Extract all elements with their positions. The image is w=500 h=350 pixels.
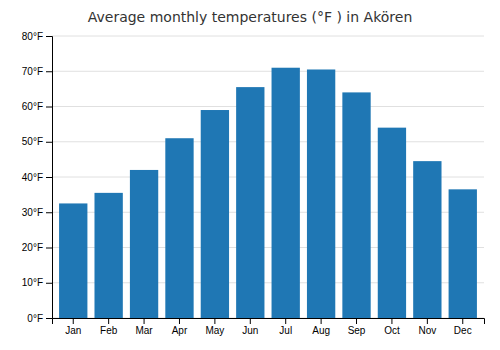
tick-label: 40°F <box>22 172 43 183</box>
grid-line <box>52 141 484 142</box>
tick: 50°F <box>22 136 52 147</box>
tick: Oct <box>384 318 400 336</box>
tick-label: Apr <box>172 325 188 336</box>
grid-line <box>52 106 484 107</box>
tick: Jun <box>242 318 258 336</box>
tick-label: Feb <box>100 325 118 336</box>
bar <box>307 69 335 318</box>
tick-mark <box>46 283 52 284</box>
tick-mark <box>46 212 52 213</box>
tick-label: 60°F <box>22 101 43 112</box>
bars <box>59 68 477 318</box>
tick: Jul <box>279 318 292 336</box>
bar <box>59 203 87 318</box>
tick-mark <box>46 142 52 143</box>
bar <box>449 189 477 318</box>
tick-label: Jun <box>242 325 258 336</box>
tick-label: Sep <box>348 325 366 336</box>
tick-mark <box>427 318 428 324</box>
tick: Aug <box>312 318 330 336</box>
grid-line <box>52 36 484 37</box>
tick: May <box>205 318 224 336</box>
axis-line <box>46 37 53 319</box>
tick-label: Aug <box>312 325 330 336</box>
x-axis: Jan Feb Mar Apr May Jun Jul Aug Sep Oct Nov Dec <box>53 318 485 336</box>
bar <box>201 110 229 318</box>
tick-mark <box>46 248 52 249</box>
tick-label: Mar <box>135 325 153 336</box>
grid <box>52 36 484 318</box>
tick-label: Nov <box>418 325 436 336</box>
bar <box>342 92 370 318</box>
tick: 80°F <box>22 31 52 42</box>
tick: Feb <box>100 318 118 336</box>
tick-label: May <box>205 325 224 336</box>
tick: 10°F <box>22 277 52 288</box>
chart: 0°F 10°F 20°F 30°F 40°F 50°F 60°F 70°F 80°F Jan Fe… <box>0 0 500 350</box>
tick-mark <box>179 318 180 324</box>
tick: Jan <box>65 318 81 336</box>
tick-mark <box>144 318 145 324</box>
tick-label: 30°F <box>22 207 43 218</box>
axis-line <box>53 319 485 325</box>
bar <box>94 193 122 318</box>
bar <box>378 128 406 318</box>
tick-mark <box>46 36 52 37</box>
tick-label: 20°F <box>22 242 43 253</box>
tick-mark <box>356 318 357 324</box>
grid-line <box>52 71 484 72</box>
tick-mark <box>391 318 392 324</box>
title: Average monthly temperatures (°F ) in Ak… <box>88 9 413 25</box>
tick-mark <box>321 318 322 324</box>
tick-label: 10°F <box>22 277 43 288</box>
tick-label: 0°F <box>27 313 43 324</box>
bar <box>165 138 193 318</box>
tick-mark <box>214 318 215 324</box>
tick: 30°F <box>22 207 52 218</box>
tick-mark <box>250 318 251 324</box>
tick: 20°F <box>22 242 52 253</box>
bar <box>130 170 158 318</box>
tick-mark <box>46 177 52 178</box>
plot: 0°F 10°F 20°F 30°F 40°F 50°F 60°F 70°F 80°F Jan Fe… <box>22 31 485 336</box>
bar <box>272 68 300 318</box>
tick: Mar <box>135 318 153 336</box>
tick-label: 70°F <box>22 66 43 77</box>
tick-label: Dec <box>454 325 472 336</box>
tick: Dec <box>454 318 472 336</box>
tick-mark <box>462 318 463 324</box>
bar <box>236 87 264 318</box>
tick-mark <box>108 318 109 324</box>
tick-mark <box>46 107 52 108</box>
tick: 40°F <box>22 172 52 183</box>
tick-label: 80°F <box>22 31 43 42</box>
tick: Nov <box>418 318 436 336</box>
tick: 60°F <box>22 101 52 112</box>
tick-label: Oct <box>384 325 400 336</box>
tick-label: Jan <box>65 325 81 336</box>
tick-label: Jul <box>279 325 292 336</box>
tick: 0°F <box>27 313 52 324</box>
tick: 70°F <box>22 66 52 77</box>
tick-mark <box>285 318 286 324</box>
tick-label: 50°F <box>22 136 43 147</box>
tick: Sep <box>348 318 366 336</box>
y-axis: 0°F 10°F 20°F 30°F 40°F 50°F 60°F 70°F 80°F <box>22 31 53 324</box>
tick-mark <box>46 71 52 72</box>
tick: Apr <box>172 318 188 336</box>
bar <box>413 161 441 318</box>
tick-mark <box>46 318 52 319</box>
tick-mark <box>73 318 74 324</box>
